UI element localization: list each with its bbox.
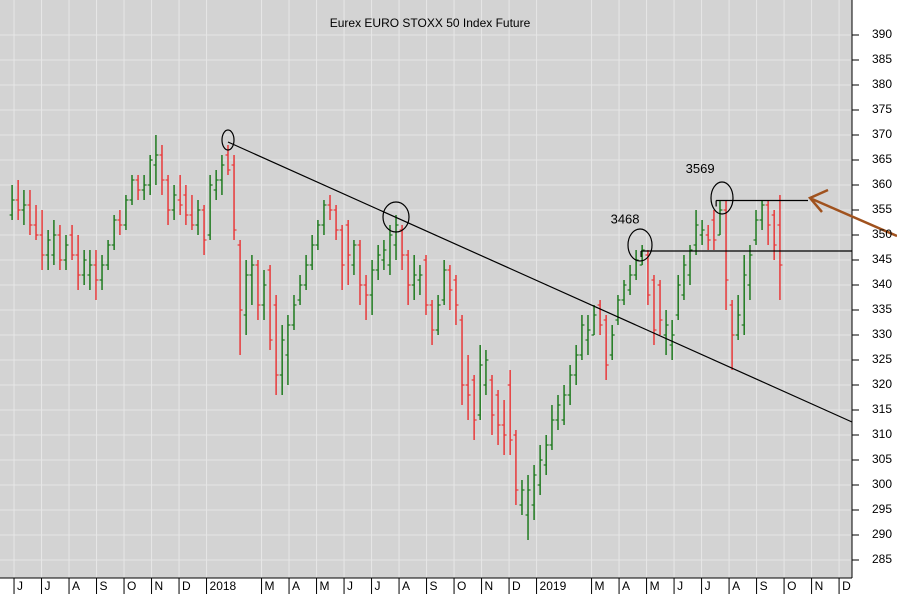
x-tick-label: A (72, 579, 80, 593)
level-label: 3569 (686, 161, 715, 176)
y-tick-label: 355 (872, 202, 892, 216)
x-tick-label: N (485, 579, 494, 593)
x-tick-label: 2018 (210, 579, 237, 593)
y-tick-label: 330 (872, 327, 892, 341)
x-tick-label: M (265, 579, 275, 593)
y-tick-label: 365 (872, 152, 892, 166)
y-tick-label: 295 (872, 502, 892, 516)
x-tick-label: O (127, 579, 136, 593)
chart-title: Eurex EURO STOXX 50 Index Future (330, 16, 531, 30)
x-tick-label: J (375, 579, 381, 593)
y-tick-label: 320 (872, 377, 892, 391)
y-tick-label: 310 (872, 427, 892, 441)
ellipse (221, 129, 235, 151)
arrow-head (807, 188, 829, 213)
x-tick-label: N (815, 579, 824, 593)
y-tick-label: 380 (872, 77, 892, 91)
y-tick-label: 360 (872, 177, 892, 191)
y-tick-label: 300 (872, 477, 892, 491)
x-tick-label: S (100, 579, 108, 593)
y-tick-label: 335 (872, 302, 892, 316)
y-tick-label: 315 (872, 402, 892, 416)
y-tick-label: 325 (872, 352, 892, 366)
x-tick-label: J (677, 579, 683, 593)
x-tick-label: O (787, 579, 796, 593)
x-tick-label: M (650, 579, 660, 593)
y-tick-label: 340 (872, 277, 892, 291)
y-tick-label: 345 (872, 252, 892, 266)
ellipse (710, 181, 734, 215)
x-tick-label: A (622, 579, 630, 593)
y-tick-label: 350 (872, 227, 892, 241)
x-tick-label: J (705, 579, 711, 593)
level-label: 3468 (611, 211, 640, 226)
y-tick-label: 390 (872, 27, 892, 41)
x-tick-label: D (512, 579, 521, 593)
trendline (227, 141, 853, 423)
y-tick-label: 370 (872, 127, 892, 141)
y-tick-label: 385 (872, 52, 892, 66)
x-tick-label: A (732, 579, 740, 593)
x-tick-label: M (320, 579, 330, 593)
y-tick-label: 375 (872, 102, 892, 116)
y-tick-label: 285 (872, 552, 892, 566)
x-tick-label: A (292, 579, 300, 593)
x-tick-label: 2019 (540, 579, 567, 593)
x-tick-label: A (402, 579, 410, 593)
x-tick-label: M (595, 579, 605, 593)
y-tick-label: 290 (872, 527, 892, 541)
x-tick-label: J (347, 579, 353, 593)
arrow-shaft (811, 197, 897, 238)
x-tick-label: J (17, 579, 23, 593)
x-tick-label: S (760, 579, 768, 593)
annotation-ellipses (221, 129, 734, 262)
x-tick-label: S (430, 579, 438, 593)
x-tick-label: J (45, 579, 51, 593)
arrow (807, 188, 897, 238)
x-tick-label: D (842, 579, 851, 593)
x-tick-label: O (457, 579, 466, 593)
bars (9, 135, 783, 540)
ellipse (382, 201, 410, 233)
x-tick-label: D (182, 579, 191, 593)
x-tick-label: N (155, 579, 164, 593)
ellipse (627, 228, 653, 262)
y-tick-label: 305 (872, 452, 892, 466)
